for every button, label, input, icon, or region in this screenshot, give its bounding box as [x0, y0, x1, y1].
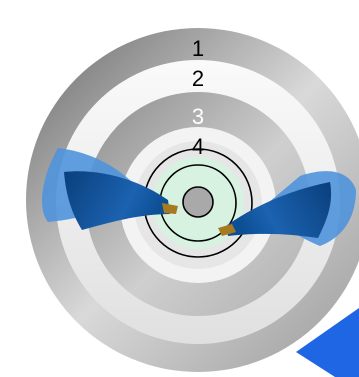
ring-label-2: 2	[192, 66, 204, 91]
ring-label-4: 4	[192, 134, 204, 159]
left-blade	[64, 171, 170, 230]
ring-label-1: 1	[192, 36, 204, 61]
corner-accent	[296, 308, 359, 377]
ring-label-3: 3	[192, 104, 204, 129]
right-blade	[226, 182, 332, 238]
right-blade-tip	[218, 224, 236, 236]
left-blade-tip	[162, 203, 178, 214]
core-circle	[182, 186, 214, 218]
